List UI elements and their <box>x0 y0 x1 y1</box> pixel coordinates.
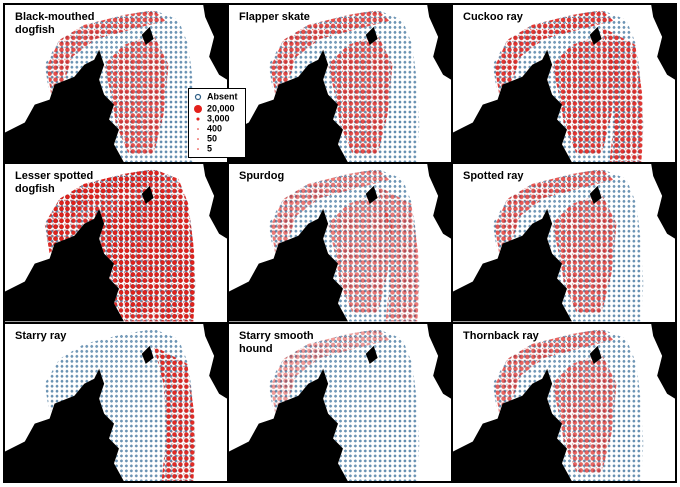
map <box>5 323 227 481</box>
catch-overlay <box>328 34 393 155</box>
land <box>141 345 154 364</box>
land <box>203 164 227 240</box>
legend-label: 5 <box>207 143 212 153</box>
map-panel: Lesser spotted dogfish <box>4 163 228 323</box>
land <box>651 164 675 240</box>
figure: Black-mouthed dogfish Flapper skate Cuckoo… <box>3 3 677 483</box>
map-panel: Flapper skate <box>228 4 452 164</box>
land <box>5 49 124 163</box>
land <box>427 164 451 240</box>
land <box>141 186 154 205</box>
land <box>229 49 348 163</box>
map <box>453 164 675 322</box>
land <box>589 186 602 205</box>
map <box>229 5 451 163</box>
catch-overlay <box>377 186 420 322</box>
land <box>427 5 451 80</box>
panel-title: Flapper skate <box>239 11 310 23</box>
catch-overlay <box>494 169 614 256</box>
survey-area <box>44 328 196 481</box>
panel-title: Cuckoo ray <box>463 11 523 23</box>
panel-title: Starry smooth hound <box>239 329 314 355</box>
land <box>229 209 348 322</box>
map <box>5 164 227 322</box>
catch-overlay <box>44 169 196 322</box>
land <box>453 49 572 163</box>
legend-label: Absent <box>207 91 238 101</box>
legend-symbol <box>197 148 199 150</box>
land <box>365 345 378 364</box>
map-panel: Starry smooth hound <box>228 322 452 482</box>
catch-overlay <box>552 34 617 155</box>
panel-title: Lesser spotted dogfish <box>15 170 94 196</box>
panel-title: Black-mouthed dogfish <box>15 11 95 36</box>
land <box>427 323 451 399</box>
catch-overlay <box>270 328 390 416</box>
legend-label: 20,000 <box>207 103 235 113</box>
legend-symbol <box>197 128 199 130</box>
land <box>453 368 572 481</box>
legend-label: 50 <box>207 133 217 143</box>
land <box>5 209 124 322</box>
land <box>5 368 124 481</box>
map-panel: Spurdog <box>228 163 452 323</box>
panel-title: Thornback ray <box>463 329 539 342</box>
map-panel: Thornback ray <box>452 322 676 482</box>
land <box>203 323 227 399</box>
legend: Absent 20,000 3,000 400 50 5 <box>188 88 246 158</box>
legend-label: 400 <box>207 123 222 133</box>
map <box>453 5 675 163</box>
catch-overlay <box>270 169 390 256</box>
catch-overlay <box>153 345 196 481</box>
land <box>453 209 572 322</box>
catch-overlay <box>328 194 393 314</box>
panel-title: Spotted ray <box>463 170 524 183</box>
land <box>651 5 675 80</box>
legend-label: 3,000 <box>207 113 230 123</box>
legend-symbol <box>196 117 200 121</box>
map <box>453 323 675 481</box>
catch-overlay <box>270 9 390 97</box>
land <box>229 368 348 481</box>
land <box>589 26 602 45</box>
map-panel: Black-mouthed dogfish <box>4 4 228 164</box>
land <box>365 26 378 45</box>
catch-overlay <box>552 353 617 474</box>
catch-overlay <box>494 328 614 416</box>
catch-overlay <box>104 34 169 155</box>
legend-symbol <box>194 93 202 101</box>
map <box>5 5 227 163</box>
map <box>229 323 451 481</box>
map-panel: Spotted ray <box>452 163 676 323</box>
catch-overlay <box>46 9 166 97</box>
legend-symbol <box>194 105 202 113</box>
catch-overlay <box>601 26 644 163</box>
map-panel: Cuckoo ray <box>452 4 676 164</box>
land <box>651 323 675 399</box>
catch-overlay <box>552 194 617 314</box>
land <box>589 345 602 364</box>
map <box>229 164 451 322</box>
legend-symbol <box>197 138 199 140</box>
land <box>365 186 378 205</box>
panel-title: Spurdog <box>239 170 285 183</box>
panel-title: Starry ray <box>15 329 67 342</box>
land <box>203 5 227 80</box>
map-panel: Starry ray <box>4 322 228 482</box>
land <box>141 26 154 45</box>
catch-overlay <box>494 9 614 97</box>
